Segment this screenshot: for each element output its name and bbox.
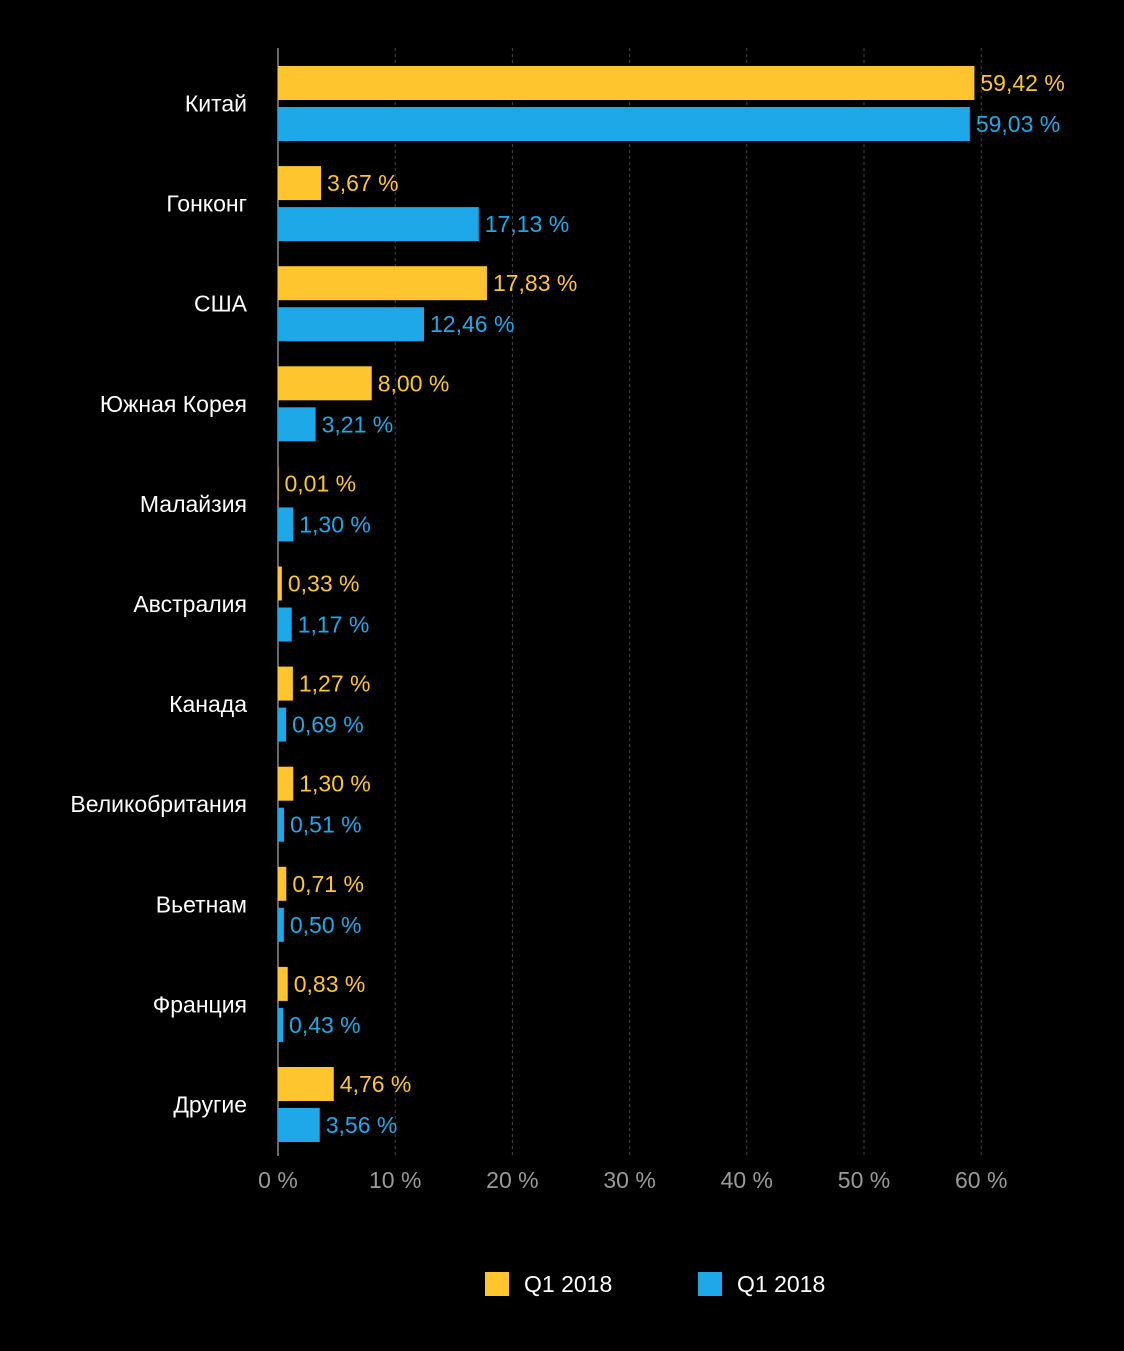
legend-label: Q1 2018 xyxy=(737,1271,825,1297)
bar-series-2 xyxy=(278,207,479,242)
category-label: Южная Корея xyxy=(100,391,247,417)
bar-series-1 xyxy=(278,766,294,801)
data-label: 59,03 % xyxy=(976,111,1060,137)
data-label: 3,67 % xyxy=(327,170,399,196)
bar-series-2 xyxy=(278,507,294,542)
bar-series-1 xyxy=(278,866,287,901)
x-tick-label: 20 % xyxy=(486,1167,538,1193)
x-tick-label: 10 % xyxy=(369,1167,421,1193)
data-label: 4,76 % xyxy=(340,1071,412,1097)
category-label: США xyxy=(194,291,248,317)
data-label: 1,30 % xyxy=(299,511,371,537)
bar-series-1 xyxy=(278,1067,334,1101)
data-label: 1,30 % xyxy=(299,771,371,797)
bar-series-2 xyxy=(278,407,316,442)
category-label: Другие xyxy=(173,1092,247,1118)
data-label: 0,33 % xyxy=(288,571,360,597)
x-tick-labels: 0 % 10 % 20 % 30 % 40 % 50 % 60 % xyxy=(258,1167,1007,1193)
legend-swatch xyxy=(698,1272,722,1296)
data-label: 59,42 % xyxy=(980,70,1064,96)
bar-series-1 xyxy=(278,66,975,100)
x-tick-label: 40 % xyxy=(721,1167,773,1193)
legend-item-2[interactable]: Q1 2018 xyxy=(698,1271,825,1297)
category-label: Китай xyxy=(185,91,247,117)
data-label: 0,01 % xyxy=(285,470,357,496)
category-label: Канада xyxy=(169,691,247,717)
data-label: 0,43 % xyxy=(289,1012,361,1038)
x-tick-label: 60 % xyxy=(955,1167,1007,1193)
data-label: 0,83 % xyxy=(294,971,366,997)
x-tick-label: 0 % xyxy=(258,1167,298,1193)
gridlines xyxy=(394,48,982,1156)
bar-series-2 xyxy=(278,1007,284,1042)
data-label: 1,17 % xyxy=(298,612,370,638)
data-label: 8,00 % xyxy=(378,370,450,396)
data-label: 0,69 % xyxy=(292,712,364,738)
data-label: 3,21 % xyxy=(322,411,394,437)
bar-series-1 xyxy=(278,366,372,401)
data-label: 17,13 % xyxy=(485,211,569,237)
legend-swatch xyxy=(485,1272,509,1296)
category-label: Австралия xyxy=(133,591,247,617)
data-label: 3,56 % xyxy=(326,1112,398,1138)
category-label: Великобритания xyxy=(70,791,247,817)
bar-series-1 xyxy=(278,266,487,301)
x-tick-label: 50 % xyxy=(838,1167,890,1193)
bar-series-1 xyxy=(278,666,293,701)
bar-series-2 xyxy=(278,107,970,141)
category-label: Гонконг xyxy=(166,191,247,217)
legend-label: Q1 2018 xyxy=(524,1271,612,1297)
data-label: 0,71 % xyxy=(292,871,364,897)
x-tick-label: 30 % xyxy=(603,1167,655,1193)
bar-series-2 xyxy=(278,307,425,342)
bar-series-2 xyxy=(278,807,284,842)
bar-series-1 xyxy=(278,966,288,1001)
data-labels: 59,42 % 59,03 % 3,67 % 17,13 % 17,83 % 12,46 … xyxy=(285,70,1065,1138)
category-label: Франция xyxy=(153,991,247,1017)
category-label: Малайзия xyxy=(140,491,247,517)
data-label: 0,51 % xyxy=(290,812,362,838)
legend[interactable]: Q1 2018 Q1 2018 xyxy=(485,1271,825,1297)
bars xyxy=(278,66,975,1142)
bar-series-2 xyxy=(278,907,284,942)
data-label: 12,46 % xyxy=(430,311,514,337)
data-label: 17,83 % xyxy=(493,270,577,296)
bar-series-1 xyxy=(278,166,322,201)
bar-series-2 xyxy=(278,1108,320,1142)
bar-series-1 xyxy=(278,566,282,601)
category-labels: Китай Гонконг США Южная Корея Малайзия Австра… xyxy=(70,91,247,1118)
bar-series-2 xyxy=(278,707,287,742)
bar-series-2 xyxy=(278,607,292,642)
legend-item-1[interactable]: Q1 2018 xyxy=(485,1271,612,1297)
category-label: Вьетнам xyxy=(156,891,247,917)
data-label: 0,50 % xyxy=(290,912,362,938)
data-label: 1,27 % xyxy=(299,671,371,697)
bar-series-1 xyxy=(278,466,279,501)
